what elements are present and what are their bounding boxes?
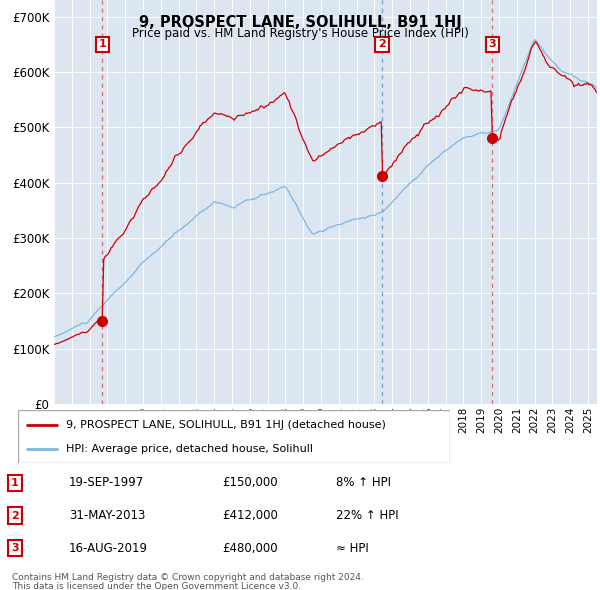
Text: This data is licensed under the Open Government Licence v3.0.: This data is licensed under the Open Gov… (12, 582, 301, 590)
Text: 1: 1 (98, 40, 106, 50)
Text: HPI: Average price, detached house, Solihull: HPI: Average price, detached house, Soli… (65, 444, 313, 454)
Text: 3: 3 (488, 40, 496, 50)
Text: 16-AUG-2019: 16-AUG-2019 (69, 542, 148, 555)
Text: 3: 3 (11, 543, 19, 553)
Text: 2: 2 (11, 510, 19, 520)
Text: £150,000: £150,000 (222, 476, 278, 489)
Text: 31-MAY-2013: 31-MAY-2013 (69, 509, 145, 522)
Text: ≈ HPI: ≈ HPI (336, 542, 369, 555)
Text: 22% ↑ HPI: 22% ↑ HPI (336, 509, 398, 522)
Text: 9, PROSPECT LANE, SOLIHULL, B91 1HJ (detached house): 9, PROSPECT LANE, SOLIHULL, B91 1HJ (det… (65, 420, 385, 430)
Text: £412,000: £412,000 (222, 509, 278, 522)
Text: 8% ↑ HPI: 8% ↑ HPI (336, 476, 391, 489)
FancyBboxPatch shape (18, 410, 450, 463)
Text: 19-SEP-1997: 19-SEP-1997 (69, 476, 144, 489)
Text: 9, PROSPECT LANE, SOLIHULL, B91 1HJ: 9, PROSPECT LANE, SOLIHULL, B91 1HJ (139, 15, 461, 30)
Text: 1: 1 (11, 478, 19, 488)
Text: £480,000: £480,000 (222, 542, 278, 555)
Text: Contains HM Land Registry data © Crown copyright and database right 2024.: Contains HM Land Registry data © Crown c… (12, 573, 364, 582)
Text: 2: 2 (378, 40, 386, 50)
Text: Price paid vs. HM Land Registry's House Price Index (HPI): Price paid vs. HM Land Registry's House … (131, 27, 469, 40)
